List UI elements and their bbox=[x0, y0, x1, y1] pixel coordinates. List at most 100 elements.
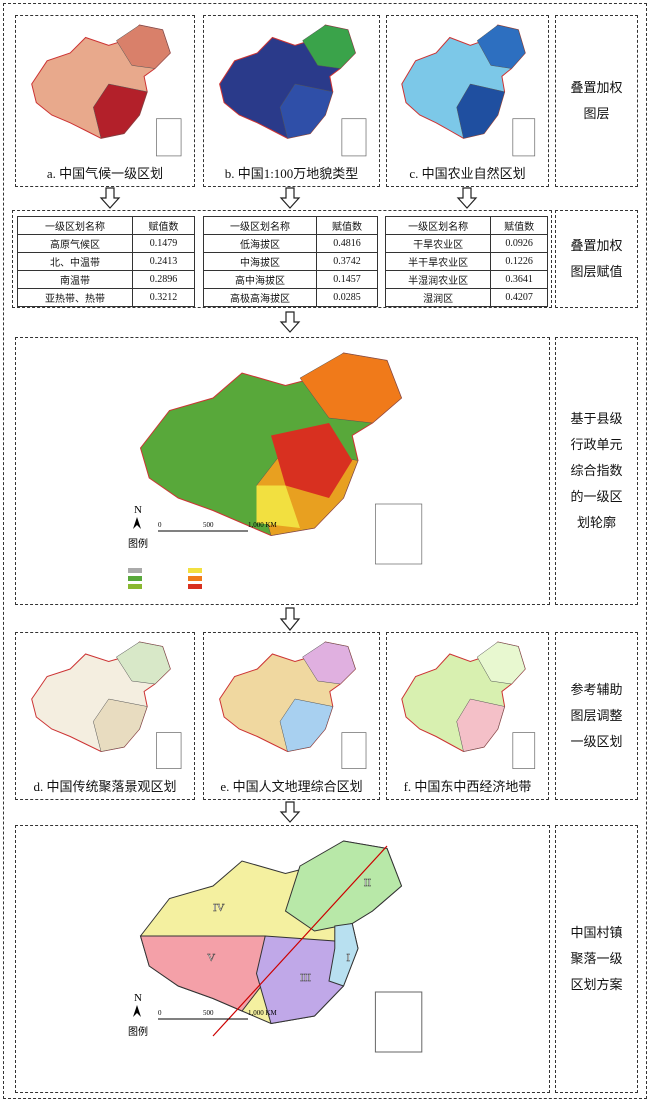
index-map: N 0 500 1,000 KM 图例 bbox=[128, 352, 423, 589]
step-label-line: 叠置加权 bbox=[570, 80, 623, 95]
legend-swatch bbox=[188, 584, 202, 589]
table-cell: 0.3742 bbox=[316, 252, 378, 271]
map-inset bbox=[375, 503, 423, 565]
map-panel: e. 中国人文地理综合区划 bbox=[203, 632, 380, 800]
table-cell: 中海拔区 bbox=[202, 252, 318, 271]
flow-arrow bbox=[279, 607, 301, 631]
step-label-line: 叠置加权 bbox=[570, 238, 623, 253]
table-cell: 高中海拔区 bbox=[202, 270, 318, 289]
map-panel: a. 中国气候一级区划 bbox=[15, 15, 195, 187]
region-ii bbox=[284, 840, 403, 932]
table-cell: 0.2413 bbox=[132, 252, 195, 271]
step-label-line: 中国村镇 bbox=[570, 925, 623, 940]
step-label: 中国村镇 聚落一级 区划方案 bbox=[555, 825, 638, 1093]
map-region bbox=[302, 641, 356, 685]
scale-label: 500 bbox=[203, 1009, 214, 1017]
step-label-line: 一级区划 bbox=[570, 734, 623, 749]
table-cell: 0.3641 bbox=[490, 270, 548, 289]
scale-label: 0 bbox=[158, 1009, 162, 1017]
final-map-panel: IV V II III I N 0 500 1,000 KM 图例 bbox=[15, 825, 550, 1093]
region-label: I bbox=[346, 952, 350, 964]
map-region bbox=[256, 485, 300, 528]
north-symbol bbox=[133, 1005, 141, 1017]
map-region bbox=[279, 83, 334, 139]
table-cell: 0.4816 bbox=[316, 234, 378, 253]
step-label: 基于县级 行政单元 综合指数 的一级区 划轮廓 bbox=[555, 337, 638, 605]
table-row: 半湿润农业区 0.3641 bbox=[384, 270, 548, 289]
table-row: 亚热带、热带 0.3212 bbox=[16, 288, 195, 307]
table-row: 南温带 0.2896 bbox=[16, 270, 195, 289]
scale-label: 1,000 KM bbox=[248, 1009, 278, 1017]
caption: f. 中国东中西经济地带 bbox=[403, 779, 532, 794]
table-cell: 亚热带、热带 bbox=[16, 288, 134, 307]
table-row: 湿润区 0.4207 bbox=[384, 288, 548, 307]
legend-swatch bbox=[128, 584, 142, 589]
table-row: 半干旱农业区 0.1226 bbox=[384, 252, 548, 271]
caption: e. 中国人文地理综合区划 bbox=[220, 779, 363, 794]
step-label-line: 图层 bbox=[583, 106, 610, 121]
region-label: V bbox=[207, 952, 215, 964]
header-cell: 一级区划名称 bbox=[202, 216, 318, 235]
north-arrow: N bbox=[134, 992, 142, 1004]
table-cell: 半湿润农业区 bbox=[384, 270, 492, 289]
map-region bbox=[271, 423, 353, 498]
header-cell: 赋值数 bbox=[490, 216, 548, 235]
caption: c. 中国农业自然区划 bbox=[409, 166, 526, 181]
scale-label: 1,000 KM bbox=[248, 521, 278, 529]
header-cell: 赋值数 bbox=[132, 216, 195, 235]
table-row: 高极高海拔区 0.0285 bbox=[202, 288, 378, 307]
table-row: 高中海拔区 0.1457 bbox=[202, 270, 378, 289]
table-cell: 0.0285 bbox=[316, 288, 378, 307]
step-label-line: 图层调整 bbox=[570, 708, 623, 723]
weight-table: 一级区划名称 赋值数 高原气候区 0.1479 北、中温带 0.2413 南温带 0.2896… bbox=[16, 216, 195, 307]
table-cell: 干旱农业区 bbox=[384, 234, 492, 253]
region-label: IV bbox=[213, 902, 225, 914]
map-panel: c. 中国农业自然区划 bbox=[386, 15, 549, 187]
table-cell: 半干旱农业区 bbox=[384, 252, 492, 271]
flow-arrow bbox=[456, 187, 478, 209]
legend-swatch bbox=[128, 568, 142, 573]
caption: b. 中国1:100万地貌类型 bbox=[224, 166, 359, 181]
region-i bbox=[328, 922, 359, 987]
legend-title: 图例 bbox=[128, 537, 148, 550]
index-map-panel: N 0 500 1,000 KM 图例 bbox=[15, 337, 550, 605]
table-header: 一级区划名称 赋值数 bbox=[16, 216, 195, 235]
table-cell: 0.1479 bbox=[132, 234, 195, 253]
north-arrow: N bbox=[134, 504, 142, 516]
table-cell: 0.4207 bbox=[490, 288, 548, 307]
table-cell: 0.1226 bbox=[490, 252, 548, 271]
map-inset bbox=[341, 118, 367, 157]
map-figure bbox=[219, 24, 367, 157]
step-label-line: 的一级区 bbox=[570, 489, 623, 504]
header-cell: 一级区划名称 bbox=[384, 216, 492, 235]
scale-label: 0 bbox=[158, 521, 162, 529]
region-label: III bbox=[300, 972, 311, 984]
step-label-line: 参考辅助 bbox=[570, 682, 623, 697]
table-row: 中海拔区 0.3742 bbox=[202, 252, 378, 271]
map-figure bbox=[401, 641, 536, 769]
legend-swatch bbox=[128, 576, 142, 581]
north-symbol bbox=[133, 517, 141, 529]
map-panel: b. 中国1:100万地貌类型 bbox=[203, 15, 380, 187]
map-panel: d. 中国传统聚落景观区划 bbox=[15, 632, 195, 800]
step-label-line: 基于县级 bbox=[570, 411, 623, 426]
scale-label: 500 bbox=[203, 521, 214, 529]
map-region bbox=[116, 641, 171, 685]
table-cell: 0.1457 bbox=[316, 270, 378, 289]
flow-arrow bbox=[279, 187, 301, 209]
flow-arrow bbox=[279, 311, 301, 333]
hu-line bbox=[212, 845, 388, 1037]
flow-arrow bbox=[99, 187, 121, 209]
map-region bbox=[476, 24, 526, 69]
map-inset bbox=[374, 991, 423, 1053]
map-region bbox=[302, 24, 356, 69]
table-cell: 低海拔区 bbox=[202, 234, 318, 253]
map-region bbox=[116, 24, 171, 69]
region-label: II bbox=[364, 877, 372, 889]
map-region bbox=[93, 83, 148, 139]
map-inset bbox=[512, 118, 536, 157]
table-cell: 湿润区 bbox=[384, 288, 492, 307]
